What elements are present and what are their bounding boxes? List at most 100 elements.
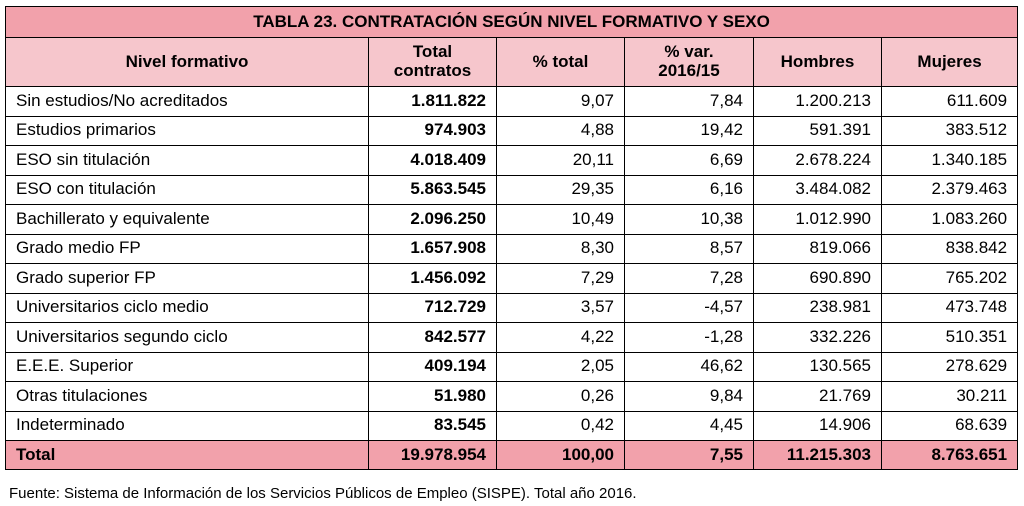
cell-pct-total: 0,26 xyxy=(496,381,625,412)
cell-nivel: E.E.E. Superior xyxy=(5,351,369,382)
source-footnote: Fuente: Sistema de Información de los Se… xyxy=(9,485,637,502)
cell-total-contratos: 83.545 xyxy=(368,410,497,441)
table-row: Otras titulaciones 51.980 0,26 9,84 21.769 30… xyxy=(5,381,1019,412)
cell-hombres: 14.906 xyxy=(753,410,882,441)
cell-mujeres: 611.609 xyxy=(880,86,1019,117)
cell-pct-total: 9,07 xyxy=(496,86,625,117)
header-nivel: Nivel formativo xyxy=(5,37,369,87)
cell-hombres: 332.226 xyxy=(753,322,882,353)
table-row: Grado medio FP 1.657.908 8,30 8,57 819.066 83… xyxy=(5,233,1019,264)
cell-var: 7,28 xyxy=(624,263,754,294)
cell-total-contratos: 409.194 xyxy=(368,351,497,382)
table-row: Estudios primarios 974.903 4,88 19,42 591.39… xyxy=(5,115,1019,146)
cell-hombres: 591.391 xyxy=(753,115,882,146)
total-row: Total 19.978.954 100,00 7,55 11.215.303 … xyxy=(5,440,1019,470)
cell-pct-total: 4,22 xyxy=(496,322,625,353)
cell-hombres: 819.066 xyxy=(753,233,882,264)
cell-total-contratos: 51.980 xyxy=(368,381,497,412)
table-row: Bachillerato y equivalente 2.096.250 10,49… xyxy=(5,204,1019,235)
cell-total-contratos: 4.018.409 xyxy=(368,145,497,176)
cell-pct-total: 20,11 xyxy=(496,145,625,176)
cell-pct-total: 29,35 xyxy=(496,174,625,205)
table-title-row: TABLA 23. CONTRATACIÓN SEGÚN NIVEL FORMA… xyxy=(4,6,1019,38)
table-row: Universitarios segundo ciclo 842.577 4,22-… xyxy=(5,322,1019,353)
cell-hombres: 690.890 xyxy=(753,263,882,294)
table-row: Grado superior FP 1.456.092 7,29 7,28 690.89… xyxy=(5,263,1019,294)
header-total-line2: contratos xyxy=(393,61,472,80)
cell-pct-total: 10,49 xyxy=(496,204,625,235)
cell-var: 8,57 xyxy=(624,233,754,264)
header-pct-total: % total xyxy=(496,37,625,87)
cell-nivel: Grado superior FP xyxy=(5,263,369,294)
cell-nivel: Indeterminado xyxy=(5,410,369,441)
cell-mujeres: 1.340.185 xyxy=(880,145,1019,176)
cell-mujeres: 383.512 xyxy=(880,115,1019,146)
cell-nivel: Estudios primarios xyxy=(5,115,369,146)
table-title: TABLA 23. CONTRATACIÓN SEGÚN NIVEL FORMA… xyxy=(4,6,1019,38)
table-row: Universitarios ciclo medio 712.729 3,57 -4,… xyxy=(5,292,1019,323)
cell-total-contratos: 1.657.908 xyxy=(368,233,497,264)
table-row: Sin estudios/No acreditados 1.811.822 9,07… xyxy=(5,86,1019,117)
cell-mujeres: 473.748 xyxy=(880,292,1019,323)
cell-nivel: Otras titulaciones xyxy=(5,381,369,412)
cell-total-contratos: 974.903 xyxy=(368,115,497,146)
cell-hombres: 1.012.990 xyxy=(753,204,882,235)
header-var: % var. 2016/15 xyxy=(624,37,754,87)
cell-nivel: ESO con titulación xyxy=(5,174,369,205)
cell-total-contratos: 1.811.822 xyxy=(368,86,497,117)
total-var: 7,55 xyxy=(624,440,754,470)
cell-var: 4,45 xyxy=(624,410,754,441)
table-row: E.E.E. Superior 409.194 2,05 46,62 130.565 27… xyxy=(5,351,1019,382)
table-row: Indeterminado 83.545 0,42 4,45 14.906 68.639 xyxy=(5,410,1019,441)
total-pct: 100,00 xyxy=(496,440,625,470)
cell-hombres: 2.678.224 xyxy=(753,145,882,176)
cell-pct-total: 7,29 xyxy=(496,263,625,294)
cell-mujeres: 838.842 xyxy=(880,233,1019,264)
cell-pct-total: 2,05 xyxy=(496,351,625,382)
header-total-contratos: Total contratos xyxy=(368,37,497,87)
header-total-line1: Total xyxy=(412,42,453,62)
table-row: ESO con titulación 5.863.545 29,35 6,16 3.48… xyxy=(5,174,1019,205)
cell-mujeres: 765.202 xyxy=(880,263,1019,294)
cell-pct-total: 0,42 xyxy=(496,410,625,441)
cell-nivel: Universitarios segundo ciclo xyxy=(5,322,369,353)
cell-total-contratos: 1.456.092 xyxy=(368,263,497,294)
cell-nivel: Grado medio FP xyxy=(5,233,369,264)
cell-total-contratos: 2.096.250 xyxy=(368,204,497,235)
header-var-line2: 2016/15 xyxy=(658,61,720,80)
total-hombres: 11.215.303 xyxy=(753,440,882,470)
table-row: ESO sin titulación 4.018.409 20,11 6,69 2.67… xyxy=(5,145,1019,176)
cell-hombres: 130.565 xyxy=(753,351,882,382)
header-row: Nivel formativo Total contratos % total … xyxy=(5,37,1019,87)
cell-nivel: Sin estudios/No acreditados xyxy=(5,86,369,117)
cell-total-contratos: 712.729 xyxy=(368,292,497,323)
total-label: Total xyxy=(5,440,369,470)
cell-total-contratos: 842.577 xyxy=(368,322,497,353)
cell-pct-total: 3,57 xyxy=(496,292,625,323)
header-mujeres: Mujeres xyxy=(880,37,1019,87)
cell-var: -4,57 xyxy=(624,292,754,323)
cell-pct-total: 4,88 xyxy=(496,115,625,146)
cell-mujeres: 68.639 xyxy=(880,410,1019,441)
cell-var: -1,28 xyxy=(624,322,754,353)
cell-mujeres: 2.379.463 xyxy=(880,174,1019,205)
cell-var: 6,16 xyxy=(624,174,754,205)
cell-hombres: 1.200.213 xyxy=(753,86,882,117)
cell-nivel: Bachillerato y equivalente xyxy=(5,204,369,235)
cell-mujeres: 510.351 xyxy=(880,322,1019,353)
cell-var: 19,42 xyxy=(624,115,754,146)
cell-hombres: 3.484.082 xyxy=(753,174,882,205)
cell-mujeres: 278.629 xyxy=(880,351,1019,382)
cell-hombres: 21.769 xyxy=(753,381,882,412)
cell-var: 46,62 xyxy=(624,351,754,382)
total-contratos: 19.978.954 xyxy=(368,440,497,470)
cell-var: 9,84 xyxy=(624,381,754,412)
total-mujeres: 8.763.651 xyxy=(880,440,1019,470)
cell-var: 6,69 xyxy=(624,145,754,176)
cell-var: 7,84 xyxy=(624,86,754,117)
cell-total-contratos: 5.863.545 xyxy=(368,174,497,205)
cell-pct-total: 8,30 xyxy=(496,233,625,264)
cell-nivel: Universitarios ciclo medio xyxy=(5,292,369,323)
header-hombres: Hombres xyxy=(753,37,882,87)
